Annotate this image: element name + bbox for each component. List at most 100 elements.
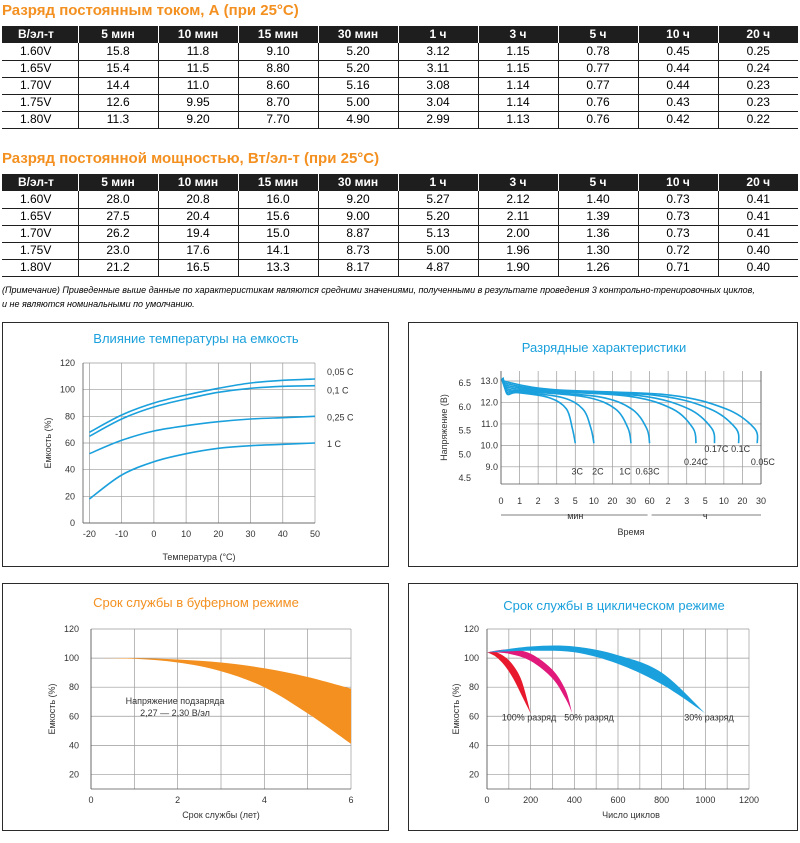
table-row: 1.70V 14.4 11.0 8.60 5.16 3.08 1.14 0.77 0.44 0.2… <box>2 77 798 95</box>
series-label: 3C <box>572 467 584 477</box>
table-cell: 11.3 <box>78 111 159 129</box>
table-cell: 1.14 <box>478 77 559 95</box>
series-line <box>502 377 651 444</box>
table-cell: 1.70V <box>2 225 79 243</box>
col-header: 10 мин <box>158 174 239 191</box>
table-cell: 19.4 <box>158 225 239 243</box>
series-band <box>487 645 706 714</box>
table-cell: 1.65V <box>2 60 79 78</box>
col-header: В/эл-т <box>2 26 79 43</box>
table-cell: 2.12 <box>478 191 559 209</box>
y-axis-label: Емкость (%) <box>451 683 461 734</box>
y-tick-label: 100 <box>64 653 79 663</box>
table-cell: 9.10 <box>238 43 319 61</box>
table-cell: 0.44 <box>638 60 719 78</box>
float-life-chart: Срок службы в буферном режиме20406080100… <box>47 595 354 820</box>
table-cell: 0.24 <box>718 60 798 78</box>
y-axis-label: Емкость (%) <box>47 683 57 734</box>
table-cell: 16.0 <box>238 191 319 209</box>
col-header: 5 мин <box>78 26 159 43</box>
x-tick-label: 60 <box>645 496 655 506</box>
table-row: 1.65V 27.5 20.4 15.6 9.00 5.20 2.11 1.39 0.73 0.4… <box>2 208 798 226</box>
table-cell: 0.77 <box>558 60 639 78</box>
x-tick-label: 20 <box>607 496 617 506</box>
table-cell: 1.90 <box>478 259 559 277</box>
series-label: 0,05 C <box>327 367 354 377</box>
table-cell: 14.4 <box>78 77 159 95</box>
table-cell: 1.40 <box>558 191 639 209</box>
col-header: 3 ч <box>478 174 559 191</box>
table-cell: 0.73 <box>638 208 719 226</box>
y-tick-label: 0 <box>70 518 75 528</box>
table-cell: 1.60V <box>2 43 79 61</box>
table-cell: 27.5 <box>78 208 159 226</box>
series-label: 0.17C <box>704 444 729 454</box>
table-cell: 4.90 <box>318 111 399 129</box>
x-tick-label: -20 <box>83 529 96 539</box>
col-header: 5 мин <box>78 174 159 191</box>
table-cell: 0.41 <box>718 191 798 209</box>
table-cell: 0.77 <box>558 77 639 95</box>
y-tick-label: 80 <box>69 682 79 692</box>
table-cell: 8.17 <box>318 259 399 277</box>
y-tick-outer: 5.0 <box>458 449 471 459</box>
series-label: 30% разряд <box>684 713 734 723</box>
col-header: 30 мин <box>318 26 399 43</box>
table-cell: 17.6 <box>158 242 239 260</box>
series-label: 100% разряд <box>502 713 557 723</box>
table-cell: 23.0 <box>78 242 159 260</box>
table-cell: 0.43 <box>638 94 719 112</box>
discharge-characteristics-panel: Разрядные характеристики 13.0 12.0 11.0 10.0… <box>408 322 798 567</box>
table-cell: 1.75V <box>2 242 79 260</box>
y-tick-label: 80 <box>65 411 75 421</box>
table-cell: 1.14 <box>478 94 559 112</box>
col-header: В/эл-т <box>2 174 79 191</box>
x-tick-label: 40 <box>278 529 288 539</box>
series-label: 2C <box>592 467 604 477</box>
table-cell: 1.65V <box>2 208 79 226</box>
x-tick-label: 800 <box>654 795 669 805</box>
table-cell: 0.76 <box>558 111 639 129</box>
series-label: 0.1C <box>731 444 751 454</box>
table-cell: 1.70V <box>2 77 79 95</box>
x-tick-label: 30 <box>626 496 636 506</box>
series-line <box>89 415 316 455</box>
x-tick-label: 2 <box>536 496 541 506</box>
table-cell: 7.70 <box>238 111 319 129</box>
col-header: 10 мин <box>158 26 239 43</box>
table-cell: 5.13 <box>398 225 479 243</box>
y-tick-label: 20 <box>469 769 479 779</box>
col-header: 30 мин <box>318 174 399 191</box>
table-cell: 8.80 <box>238 60 319 78</box>
table-cell: 15.4 <box>78 60 159 78</box>
series-line <box>89 378 316 434</box>
y-tick-inner: 9.0 <box>485 462 498 472</box>
col-header: 1 ч <box>398 26 479 43</box>
table-cell: 3.12 <box>398 43 479 61</box>
col-header: 1 ч <box>398 174 479 191</box>
table-cell: 4.87 <box>398 259 479 277</box>
annotation-line2: 2,27 — 2,30 В/эл <box>140 708 210 718</box>
table-cell: 8.73 <box>318 242 399 260</box>
x-tick-label: 0 <box>151 529 156 539</box>
table-cell: 5.16 <box>318 77 399 95</box>
series-line <box>501 377 740 444</box>
y-tick-label: 60 <box>65 438 75 448</box>
x-unit-min: мин <box>567 511 583 521</box>
x-tick-label: 200 <box>523 795 538 805</box>
col-header: 5 ч <box>558 26 639 43</box>
x-tick-label: 20 <box>213 529 223 539</box>
x-axis-label: Срок службы (лет) <box>182 810 260 820</box>
y-tick-label: 60 <box>469 711 479 721</box>
y-tick-label: 80 <box>469 682 479 692</box>
table1-title: Разряд постоянным током, А (при 25°C) <box>2 2 299 19</box>
table-cell: 0.42 <box>638 111 719 129</box>
table-cell: 2.11 <box>478 208 559 226</box>
series-line <box>501 377 759 444</box>
x-tick-label: 30 <box>246 529 256 539</box>
x-tick-label: 3 <box>684 496 689 506</box>
y-tick-label: 120 <box>60 358 75 368</box>
table-cell: 0.41 <box>718 208 798 226</box>
series-band <box>487 651 531 714</box>
